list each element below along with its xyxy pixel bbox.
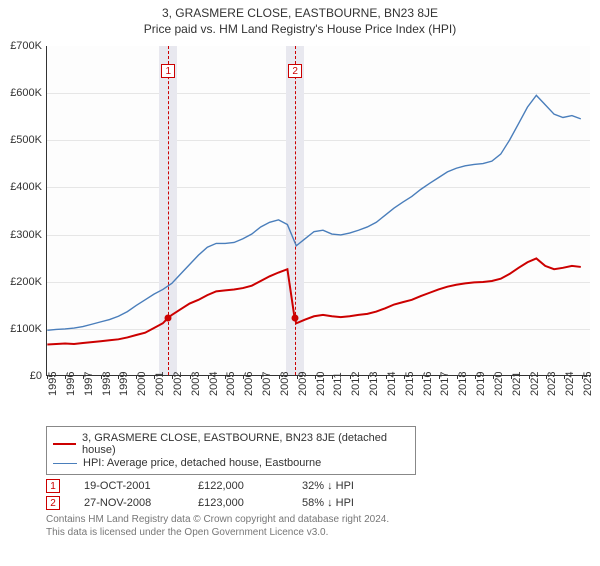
legend-row: HPI: Average price, detached house, East… [53, 457, 409, 469]
ytick-label: £200K [10, 276, 42, 288]
sale-diff: 58% ↓ HPI [302, 497, 392, 509]
plot-area: 12 [46, 46, 590, 376]
xtick-label: 1995 [47, 372, 59, 396]
xtick-label: 1998 [101, 372, 113, 396]
xtick-label: 2007 [261, 372, 273, 396]
ytick-label: £600K [10, 87, 42, 99]
chart-container: 12 £0£100K£200K£300K£400K£500K£600K£700K… [0, 40, 600, 420]
legend-swatch [53, 463, 77, 464]
xtick-label: 2020 [493, 372, 505, 396]
xtick-label: 2014 [386, 372, 398, 396]
sale-row: 1 19-OCT-2001 £122,000 32% ↓ HPI [46, 479, 590, 493]
sale-row: 2 27-NOV-2008 £123,000 58% ↓ HPI [46, 496, 590, 510]
xtick-label: 2006 [243, 372, 255, 396]
xtick-label: 1996 [65, 372, 77, 396]
xtick-label: 2003 [190, 372, 202, 396]
footnote-line1: Contains HM Land Registry data © Crown c… [46, 514, 389, 525]
ytick-label: £700K [10, 40, 42, 52]
sale-price: £123,000 [198, 497, 278, 509]
chart-subtitle: Price paid vs. HM Land Registry's House … [0, 22, 600, 36]
sale-point [292, 315, 299, 322]
xtick-label: 2009 [297, 372, 309, 396]
xtick-label: 2013 [368, 372, 380, 396]
series-svg [47, 46, 590, 375]
sale-date: 19-OCT-2001 [84, 480, 174, 492]
ytick-label: £400K [10, 181, 42, 193]
ytick-label: £100K [10, 323, 42, 335]
sale-price: £122,000 [198, 480, 278, 492]
sale-date: 27-NOV-2008 [84, 497, 174, 509]
sale-point [165, 315, 172, 322]
series-hpi [47, 95, 580, 330]
xtick-label: 2000 [136, 372, 148, 396]
xtick-label: 2021 [511, 372, 523, 396]
legend-label: HPI: Average price, detached house, East… [83, 457, 321, 469]
xtick-label: 1997 [83, 372, 95, 396]
xtick-label: 1999 [118, 372, 130, 396]
xtick-label: 2018 [457, 372, 469, 396]
xtick-label: 2015 [404, 372, 416, 396]
sale-marker-2: 2 [288, 64, 302, 78]
series-property [47, 258, 580, 344]
sale-diff: 32% ↓ HPI [302, 480, 392, 492]
ytick-label: £300K [10, 229, 42, 241]
xtick-label: 2008 [279, 372, 291, 396]
xtick-label: 2004 [208, 372, 220, 396]
sale-marker-1: 1 [161, 64, 175, 78]
xtick-label: 2025 [582, 372, 594, 396]
xtick-label: 2016 [422, 372, 434, 396]
xtick-label: 2023 [546, 372, 558, 396]
legend-swatch [53, 443, 76, 445]
xtick-label: 2011 [332, 372, 344, 396]
sale-num: 2 [46, 496, 60, 510]
chart-title: 3, GRASMERE CLOSE, EASTBOURNE, BN23 8JE [0, 6, 600, 20]
xtick-label: 2019 [475, 372, 487, 396]
legend-row: 3, GRASMERE CLOSE, EASTBOURNE, BN23 8JE … [53, 432, 409, 456]
ytick-label: £0 [30, 370, 42, 382]
legend-label: 3, GRASMERE CLOSE, EASTBOURNE, BN23 8JE … [82, 432, 409, 456]
xtick-label: 2005 [225, 372, 237, 396]
sales-table: 1 19-OCT-2001 £122,000 32% ↓ HPI 2 27-NOV-200… [46, 479, 590, 510]
ytick-label: £500K [10, 134, 42, 146]
xtick-label: 2012 [350, 372, 362, 396]
sale-num: 1 [46, 479, 60, 493]
xtick-label: 2017 [439, 372, 451, 396]
xtick-label: 2002 [172, 372, 184, 396]
xtick-label: 2024 [564, 372, 576, 396]
xtick-label: 2022 [529, 372, 541, 396]
footnote: Contains HM Land Registry data © Crown c… [46, 514, 590, 539]
xtick-label: 2001 [154, 372, 166, 396]
legend: 3, GRASMERE CLOSE, EASTBOURNE, BN23 8JE … [46, 426, 416, 475]
xtick-label: 2010 [315, 372, 327, 396]
footnote-line2: This data is licensed under the Open Gov… [46, 527, 328, 538]
